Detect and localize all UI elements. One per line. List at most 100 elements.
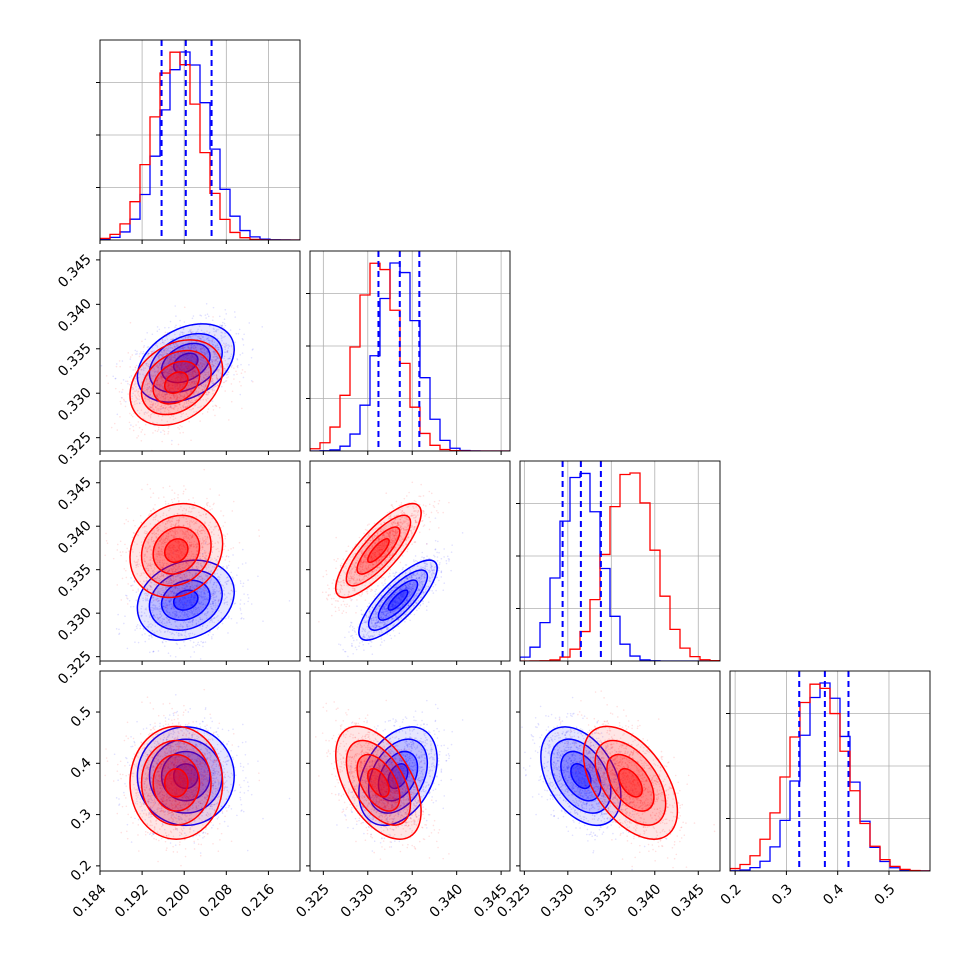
- scatter-point: [176, 549, 179, 551]
- scatter-point: [128, 376, 131, 379]
- scatter-point: [167, 360, 169, 363]
- scatter-point: [248, 363, 250, 366]
- scatter-point: [189, 357, 192, 359]
- scatter-point: [206, 313, 209, 316]
- scatter-point: [173, 497, 176, 500]
- scatter-point: [193, 348, 196, 350]
- scatter-point: [116, 543, 119, 546]
- scatter-point: [160, 377, 163, 379]
- scatter-point: [142, 352, 145, 355]
- scatter-point: [214, 590, 216, 593]
- scatter-point: [192, 347, 195, 349]
- scatter-point: [143, 345, 146, 347]
- scatter-point: [195, 377, 198, 380]
- scatter-point: [182, 597, 184, 599]
- scatter-point: [167, 357, 169, 359]
- scatter-point: [176, 643, 179, 646]
- scatter-point: [241, 337, 244, 340]
- scatter-point: [119, 551, 122, 553]
- scatter-point: [146, 388, 148, 391]
- scatter-point: [197, 364, 200, 367]
- scatter-point: [151, 350, 153, 353]
- scatter-point: [169, 577, 172, 579]
- scatter-point: [188, 357, 191, 359]
- scatter-point: [150, 390, 153, 393]
- scatter-point: [179, 325, 182, 327]
- scatter-point: [152, 375, 155, 378]
- scatter-point: [217, 346, 220, 349]
- scatter-point: [183, 381, 186, 384]
- scatter-point: [158, 384, 161, 386]
- scatter-point: [156, 394, 159, 397]
- scatter-point: [180, 397, 183, 400]
- scatter-point: [156, 383, 159, 386]
- scatter-point: [217, 357, 220, 360]
- scatter-point: [164, 362, 166, 365]
- scatter-point: [187, 369, 189, 371]
- scatter-point: [141, 428, 144, 431]
- scatter-point: [181, 375, 183, 377]
- scatter-point: [167, 362, 170, 364]
- scatter-point: [127, 520, 129, 523]
- scatter-point: [172, 338, 175, 340]
- scatter-point: [144, 633, 146, 635]
- scatter-point: [182, 598, 184, 601]
- scatter-point: [173, 396, 176, 399]
- scatter-point: [180, 351, 183, 354]
- scatter-point: [175, 398, 178, 400]
- scatter-point: [176, 345, 179, 347]
- scatter-point: [185, 370, 188, 372]
- scatter-point: [184, 597, 186, 599]
- scatter-point: [187, 365, 190, 367]
- scatter-point: [175, 336, 178, 339]
- scatter-point: [161, 341, 164, 344]
- scatter-point: [170, 357, 173, 360]
- scatter-point: [175, 385, 177, 387]
- scatter-point: [227, 555, 230, 558]
- scatter-point: [167, 384, 170, 386]
- scatter-point: [150, 626, 152, 628]
- scatter-point: [159, 353, 162, 356]
- scatter-point: [187, 399, 190, 402]
- scatter-point: [186, 368, 189, 370]
- scatter-point: [180, 374, 183, 376]
- scatter-point: [172, 393, 174, 396]
- scatter-point: [186, 367, 189, 370]
- scatter-point: [173, 592, 175, 594]
- scatter-point: [172, 407, 175, 410]
- scatter-point: [194, 367, 196, 370]
- scatter-point: [163, 365, 166, 368]
- scatter-point: [170, 400, 173, 402]
- scatter-point: [158, 391, 161, 394]
- scatter-point: [180, 383, 183, 385]
- scatter-point: [215, 374, 218, 377]
- scatter-point: [180, 395, 182, 398]
- scatter-point: [140, 368, 143, 371]
- scatter-point: [175, 345, 178, 348]
- scatter-point: [200, 348, 202, 351]
- scatter-point: [149, 513, 151, 515]
- scatter-point: [115, 365, 118, 368]
- scatter-point: [216, 355, 219, 357]
- scatter-point: [134, 524, 136, 527]
- scatter-point: [174, 400, 177, 403]
- scatter-point: [153, 368, 156, 370]
- scatter-point: [147, 625, 150, 627]
- scatter-point: [185, 354, 188, 356]
- scatter-point: [164, 339, 166, 342]
- scatter-point: [239, 603, 242, 605]
- scatter-point: [208, 347, 210, 350]
- scatter-point: [182, 396, 184, 398]
- scatter-point: [169, 388, 171, 390]
- scatter-point: [162, 406, 165, 409]
- scatter-point: [147, 387, 149, 389]
- scatter-point: [152, 421, 154, 424]
- scatter-point: [220, 331, 223, 334]
- scatter-point: [205, 302, 208, 305]
- scatter-point: [113, 422, 116, 425]
- scatter-point: [208, 388, 211, 391]
- scatter-point: [195, 346, 197, 349]
- scatter-point: [192, 375, 195, 378]
- scatter-point: [207, 356, 209, 358]
- scatter-point: [196, 371, 199, 374]
